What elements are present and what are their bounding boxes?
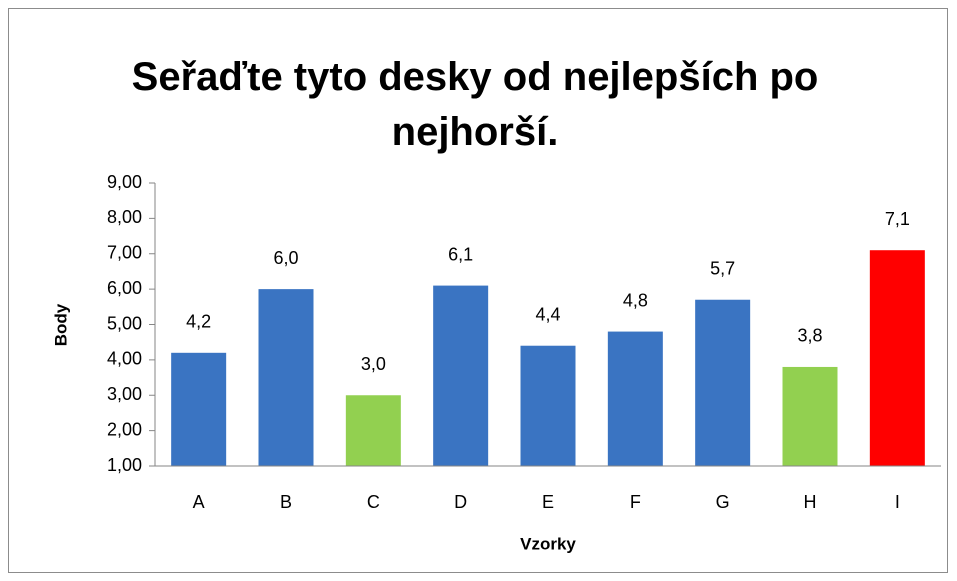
- chart-title: Seřaďte tyto desky od nejlepších po nejh…: [131, 55, 819, 154]
- y-tick-label: 3,00: [107, 384, 142, 404]
- x-axis-title: Vzorky: [520, 534, 576, 553]
- x-tick-label: F: [630, 492, 641, 512]
- x-tick-label: B: [280, 492, 292, 512]
- x-tick-label: C: [367, 492, 380, 512]
- bar: [433, 285, 489, 466]
- bar: [345, 395, 401, 466]
- chart-frame: [8, 8, 948, 573]
- bar: [782, 366, 838, 466]
- bar: [171, 352, 227, 466]
- x-tick-label: H: [804, 492, 817, 512]
- y-tick-label: 8,00: [107, 207, 142, 227]
- x-tick-label: D: [454, 492, 467, 512]
- bar: [695, 299, 751, 466]
- y-tick-label: 9,00: [107, 172, 142, 192]
- data-label: 6,1: [448, 244, 473, 264]
- y-tick-label: 1,00: [107, 455, 142, 475]
- data-label: 3,8: [797, 326, 822, 346]
- data-label: 4,4: [535, 304, 560, 324]
- bar: [520, 345, 576, 466]
- data-label: 6,0: [273, 248, 298, 268]
- x-tick-label: I: [895, 492, 900, 512]
- y-tick-label: 6,00: [107, 278, 142, 298]
- y-tick-label: 2,00: [107, 419, 142, 439]
- data-label: 4,2: [186, 312, 211, 332]
- data-label: 4,8: [623, 290, 648, 310]
- y-tick-label: 4,00: [107, 349, 142, 369]
- bar: [869, 250, 925, 466]
- y-tick-label: 7,00: [107, 243, 142, 263]
- data-label: 3,0: [361, 354, 386, 374]
- bar: [607, 331, 663, 466]
- x-tick-label: G: [716, 492, 730, 512]
- y-axis-title: Body: [51, 303, 70, 346]
- data-label: 7,1: [885, 209, 910, 229]
- x-tick-label: A: [193, 492, 205, 512]
- y-tick-label: 5,00: [107, 313, 142, 333]
- x-tick-label: E: [542, 492, 554, 512]
- bar: [258, 289, 314, 466]
- data-label: 5,7: [710, 258, 735, 278]
